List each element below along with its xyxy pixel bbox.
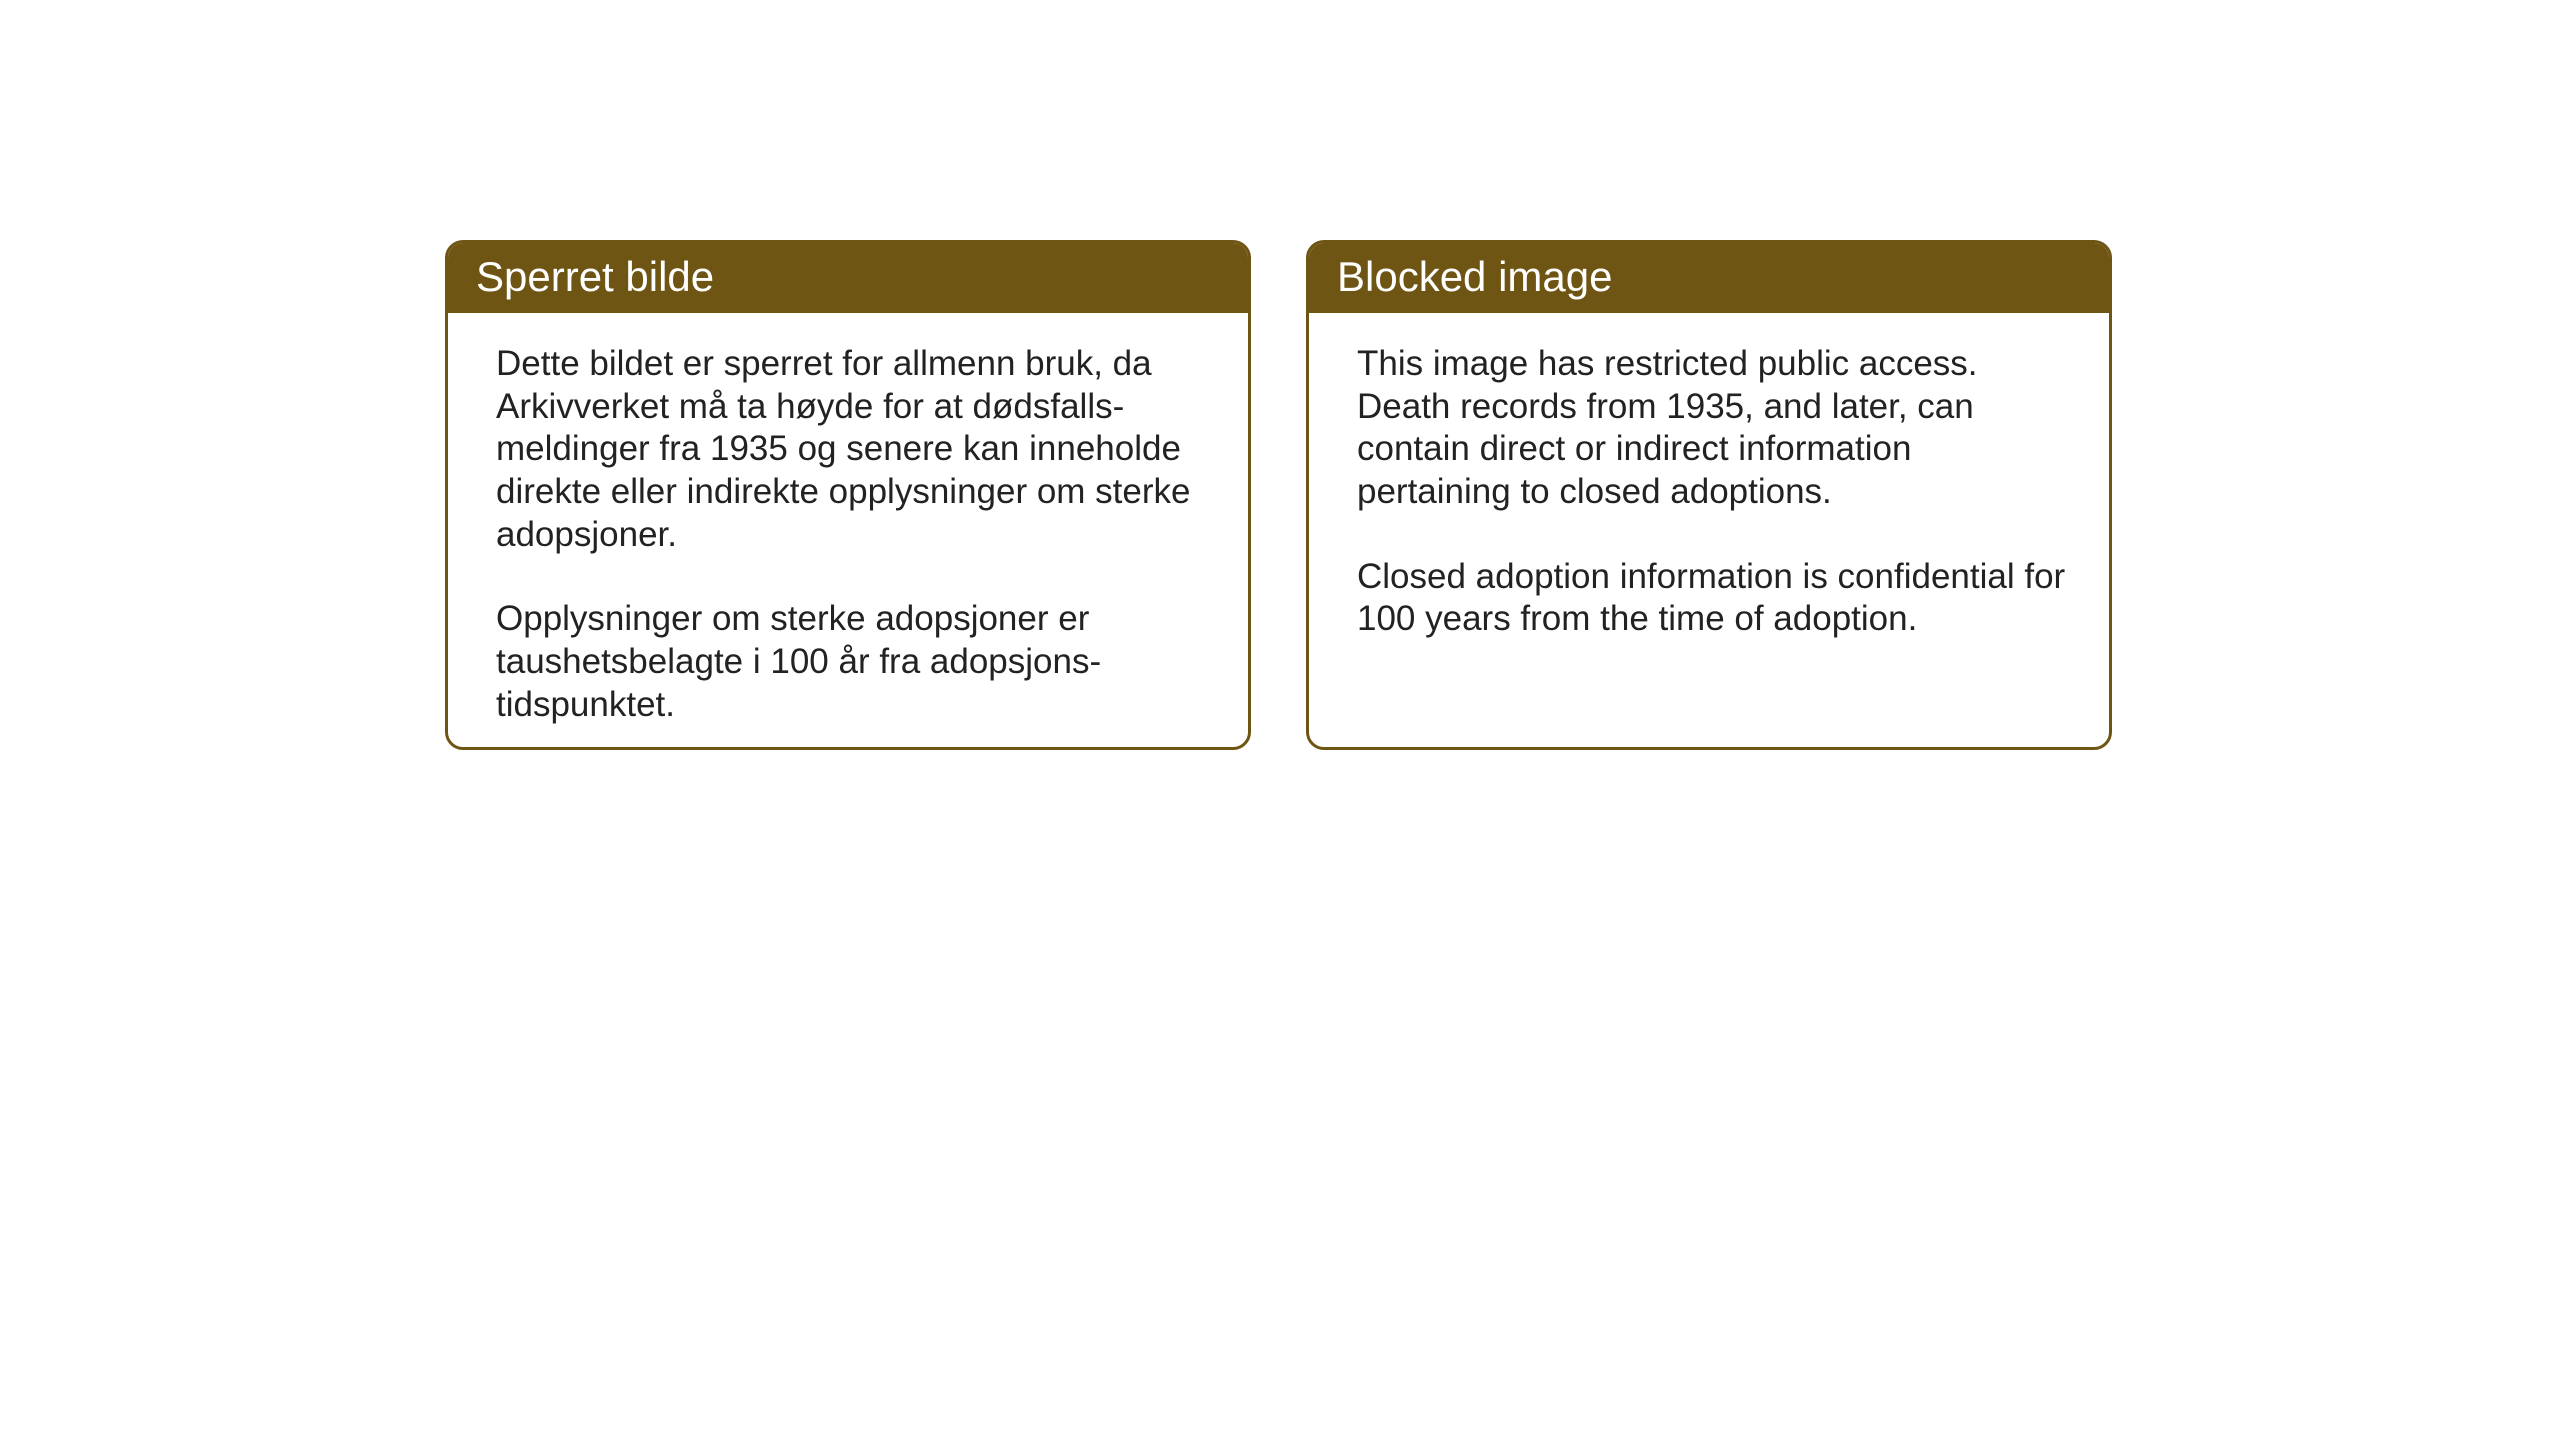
notice-header-norwegian: Sperret bilde — [448, 243, 1248, 313]
notice-paragraph2-english: Closed adoption information is confident… — [1357, 556, 2071, 641]
notice-title-norwegian: Sperret bilde — [476, 253, 714, 300]
notice-paragraph1-norwegian: Dette bildet er sperret for allmenn bruk… — [496, 343, 1210, 556]
notice-paragraph1-english: This image has restricted public access.… — [1357, 343, 2071, 514]
notice-header-english: Blocked image — [1309, 243, 2109, 313]
notice-paragraph2-norwegian: Opplysninger om sterke adopsjoner er tau… — [496, 598, 1210, 726]
notice-body-norwegian: Dette bildet er sperret for allmenn bruk… — [448, 313, 1248, 750]
notice-title-english: Blocked image — [1337, 253, 1612, 300]
notice-card-norwegian: Sperret bilde Dette bildet er sperret fo… — [445, 240, 1251, 750]
notice-card-english: Blocked image This image has restricted … — [1306, 240, 2112, 750]
notice-container: Sperret bilde Dette bildet er sperret fo… — [445, 240, 2112, 750]
notice-body-english: This image has restricted public access.… — [1309, 313, 2109, 671]
